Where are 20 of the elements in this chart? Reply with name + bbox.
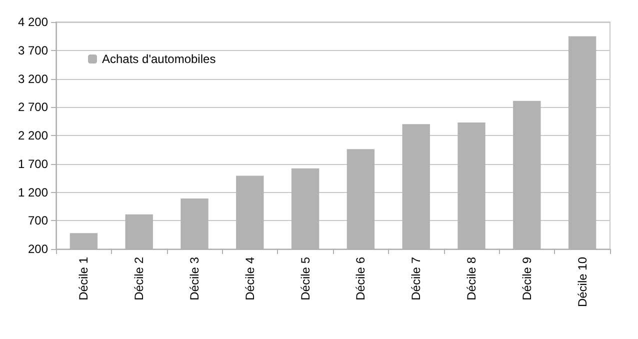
y-tick-label: 1 200	[18, 185, 48, 200]
y-tick-label: 3 700	[18, 43, 48, 58]
x-tick-label: Décile 3	[188, 256, 202, 300]
x-tick-label: Décile 5	[298, 256, 312, 300]
y-tick-label: 2 200	[18, 128, 48, 142]
y-tick-label: 1 700	[18, 156, 48, 171]
x-tick-label: Décile 7	[409, 256, 424, 300]
y-tick-label: 2 700	[18, 100, 48, 114]
x-tick-label: Décile 6	[354, 256, 368, 300]
y-tick-label: 200	[28, 242, 48, 256]
x-tick-label: Décile 4	[242, 256, 257, 300]
y-tick-label: 3 200	[18, 72, 48, 86]
y-tick-label: 4 200	[18, 15, 48, 29]
x-tick-label: Décile 2	[132, 256, 146, 300]
legend-label: Achats d'automobiles	[102, 52, 216, 66]
x-tick-label: Décile 1	[76, 256, 91, 300]
x-tick-label: Décile 8	[464, 256, 478, 300]
x-tick-label: Décile 10	[575, 256, 590, 308]
y-tick-label: 700	[28, 214, 48, 228]
x-tick-label: Décile 9	[520, 256, 534, 300]
